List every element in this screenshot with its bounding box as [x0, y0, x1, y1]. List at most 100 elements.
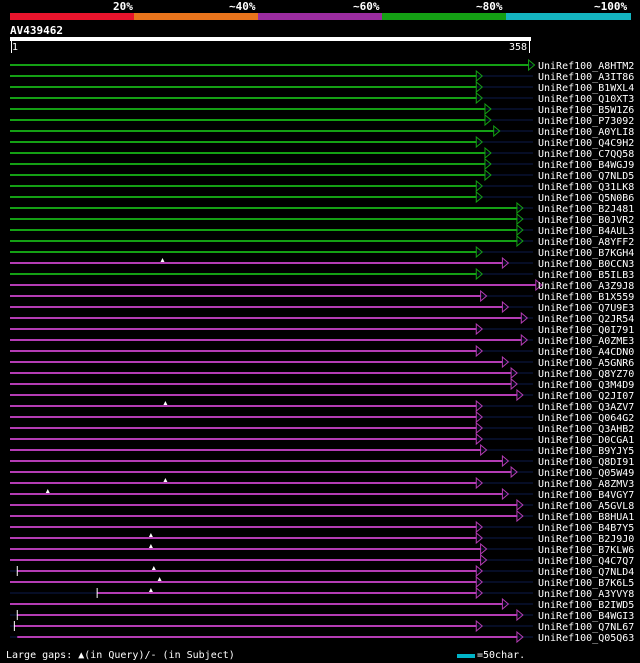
- hit-label: UniRef100_Q0I791: [538, 325, 634, 336]
- hit-arrowhead: [475, 432, 484, 446]
- hit-label: UniRef100_A3IT86: [538, 72, 634, 83]
- hit-label: UniRef100_B4WGJ9: [538, 160, 634, 171]
- hit-arrowhead: [480, 443, 488, 457]
- hit-arrowhead: [475, 80, 484, 94]
- hit-arrowhead: [516, 498, 524, 512]
- hit-label: UniRef100_P73092: [538, 116, 634, 127]
- hit-arrowhead: [520, 311, 529, 325]
- hit-arrowhead: [501, 487, 510, 501]
- scale-segment-green: [382, 13, 506, 20]
- query-gap-marker: [148, 533, 153, 537]
- hit-label: UniRef100_Q7NLD4: [538, 567, 634, 578]
- hit-label: UniRef100_B0CCN3: [538, 259, 634, 270]
- hit-arrowhead: [516, 212, 524, 226]
- hit-arrowhead: [516, 234, 524, 248]
- hit-label: UniRef100_Q7NL67: [538, 622, 634, 633]
- hit-label: UniRef100_B7KLW6: [538, 545, 634, 556]
- hit-label: UniRef100_B5ILB3: [538, 270, 634, 281]
- hit-label: UniRef100_B4AUL3: [538, 226, 634, 237]
- hit-arrowhead: [516, 509, 524, 523]
- hit-label: UniRef100_Q5N0B6: [538, 193, 634, 204]
- hit-label: UniRef100_A5GNR6: [538, 358, 634, 369]
- hit-arrowhead: [484, 168, 492, 182]
- hit-arrowhead: [493, 124, 501, 138]
- hit-arrowhead: [501, 454, 510, 468]
- hit-arrowhead: [484, 113, 492, 127]
- hit-arrowhead: [535, 278, 543, 292]
- hit-label: UniRef100_Q8YZ70: [538, 369, 634, 380]
- hit-label: UniRef100_Q2JI07: [538, 391, 634, 402]
- hit-arrowhead: [475, 179, 484, 193]
- query-ruler: [10, 37, 531, 41]
- hit-arrowhead: [510, 366, 518, 380]
- hit-label: UniRef100_B5W1Z6: [538, 105, 634, 116]
- hit-arrowhead: [475, 586, 484, 600]
- hit-label: UniRef100_A3Z9J8: [538, 281, 634, 292]
- hit-label: UniRef100_B4VGY7: [538, 490, 634, 501]
- hit-label: UniRef100_B7K6L5: [538, 578, 634, 589]
- hit-label: UniRef100_B9YJY5: [538, 446, 634, 457]
- hit-label: UniRef100_Q10XT3: [538, 94, 634, 105]
- hit-label: UniRef100_Q3M4D9: [538, 380, 634, 391]
- hit-arrowhead: [475, 564, 484, 578]
- hit-label: UniRef100_B0JVR2: [538, 215, 634, 226]
- hit-label: UniRef100_B8HUA1: [538, 512, 634, 523]
- hit-label: UniRef100_Q7NLD5: [538, 171, 634, 182]
- hit-arrowhead: [516, 223, 524, 237]
- query-gap-marker: [148, 544, 153, 548]
- hit-arrowhead: [475, 619, 484, 633]
- hit-arrowhead: [475, 135, 484, 149]
- hit-arrowhead: [475, 190, 484, 204]
- hit-label: UniRef100_B2J9J0: [538, 534, 634, 545]
- legend-label-100: ~100%: [594, 0, 628, 13]
- hit-arrowhead: [475, 421, 484, 435]
- query-gap-marker: [163, 401, 168, 405]
- query-title: AV439462: [10, 24, 63, 37]
- hit-arrowhead: [484, 146, 492, 160]
- hit-label: UniRef100_B2IWD5: [538, 600, 634, 611]
- hit-label: UniRef100_Q064G2: [538, 413, 634, 424]
- query-gap-marker: [151, 566, 156, 570]
- hit-label: UniRef100_D0CGA1: [538, 435, 634, 446]
- ruler-tick-start: [11, 41, 12, 53]
- hit-arrowhead: [480, 542, 488, 556]
- hit-label: UniRef100_Q8DI91: [538, 457, 634, 468]
- legend-label-60: ~60%: [353, 0, 380, 13]
- hit-arrowhead: [475, 267, 484, 281]
- query-gap-marker: [157, 577, 162, 581]
- hit-label: UniRef100_C7QQ58: [538, 149, 634, 160]
- hit-arrowhead: [510, 377, 518, 391]
- hit-label: UniRef100_Q3AHB2: [538, 424, 634, 435]
- query-gap-marker: [45, 489, 50, 493]
- hit-arrowhead: [510, 465, 518, 479]
- hit-arrowhead: [528, 58, 536, 72]
- query-gap-marker: [160, 258, 165, 262]
- hit-label: UniRef100_Q7U9E3: [538, 303, 634, 314]
- hit-arrowhead: [520, 333, 529, 347]
- hit-arrowhead: [480, 289, 488, 303]
- hit-label: UniRef100_A8ZMV3: [538, 479, 634, 490]
- legend-label-80: ~80%: [476, 0, 503, 13]
- hit-label: UniRef100_B1X559: [538, 292, 634, 303]
- hit-label: UniRef100_Q4C9H2: [538, 138, 634, 149]
- hit-arrowhead: [475, 476, 484, 490]
- hit-label: UniRef100_A0YLI8: [538, 127, 634, 138]
- hit-arrowhead: [475, 91, 484, 105]
- scale-key-bar: [457, 654, 475, 658]
- identity-legend-labels: 20% ~40% ~60% ~80% ~100%: [0, 0, 640, 13]
- hit-label: UniRef100_B4WGI3: [538, 611, 634, 622]
- hit-label: UniRef100_Q31LK8: [538, 182, 634, 193]
- hit-arrowhead: [480, 553, 488, 567]
- hit-arrowhead: [475, 575, 484, 589]
- legend-label-40: ~40%: [229, 0, 256, 13]
- scale-segment-orange: [134, 13, 258, 20]
- scale-segment-red: [10, 13, 134, 20]
- hit-label: UniRef100_A8HTM2: [538, 61, 634, 72]
- hit-arrowhead: [475, 322, 484, 336]
- hit-arrowhead: [516, 608, 524, 622]
- scale-segment-purple: [258, 13, 382, 20]
- hit-label: UniRef100_B2J481: [538, 204, 634, 215]
- hit-arrowhead: [484, 102, 492, 116]
- hit-arrowhead: [475, 520, 484, 534]
